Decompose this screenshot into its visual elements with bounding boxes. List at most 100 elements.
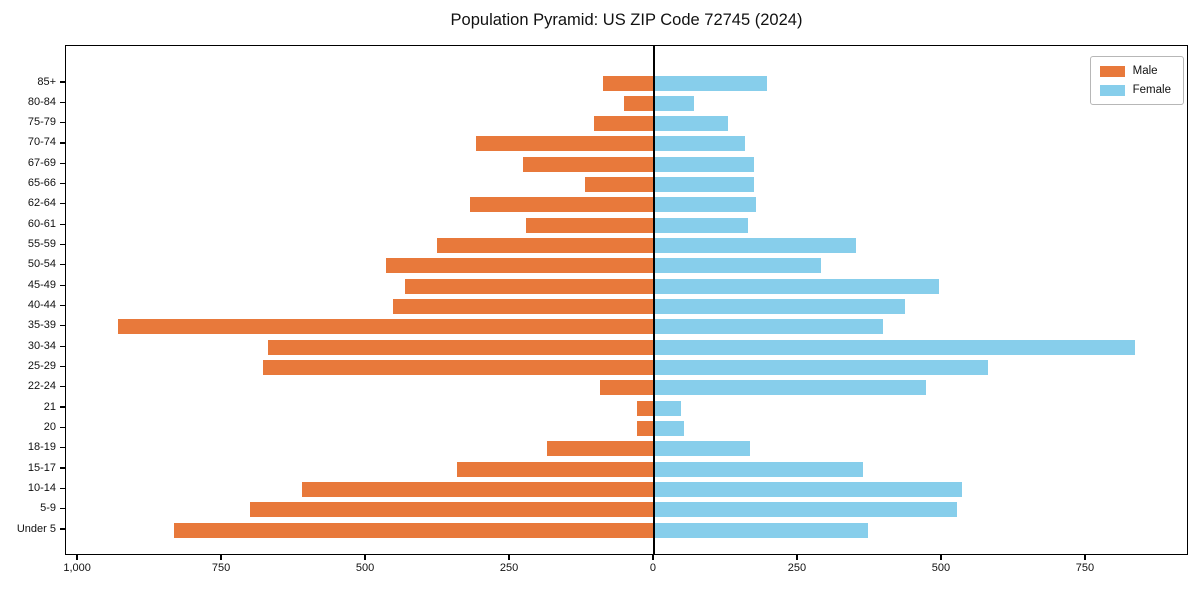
male-bar xyxy=(522,156,654,172)
female-bar xyxy=(653,217,748,233)
female-bar xyxy=(653,116,728,132)
y-tick-label: 15-17 xyxy=(27,461,56,474)
x-tick-label: 0 xyxy=(649,562,657,574)
male-bar xyxy=(393,299,654,314)
female-bar xyxy=(653,339,1136,355)
y-tick-label: 85+ xyxy=(37,75,56,88)
male-bar xyxy=(174,522,654,538)
y-tick xyxy=(60,345,65,347)
male-color-swatch xyxy=(1099,65,1125,77)
male-bar xyxy=(546,441,654,457)
x-tick-label: 500 xyxy=(355,562,375,574)
female-color-swatch xyxy=(1099,84,1125,96)
female-bar xyxy=(653,278,940,294)
y-tick-label: 10-14 xyxy=(27,481,56,494)
y-tick xyxy=(60,162,65,164)
female-bar xyxy=(653,441,751,457)
female-bar xyxy=(653,359,988,375)
female-bar xyxy=(653,197,756,213)
x-tick xyxy=(652,555,654,560)
y-tick-label: Under 5 xyxy=(16,522,56,535)
y-tick xyxy=(60,467,65,469)
male-bar xyxy=(268,339,654,355)
y-tick-label: 60-61 xyxy=(27,217,56,230)
y-tick-label: 25-29 xyxy=(27,359,56,372)
y-tick xyxy=(60,264,65,266)
zero-axis-line xyxy=(653,46,655,554)
female-bar xyxy=(653,156,755,172)
y-tick-label: 40-44 xyxy=(27,299,56,311)
male-bar xyxy=(250,502,654,518)
y-tick xyxy=(60,122,65,124)
female-bar xyxy=(653,238,857,254)
y-tick xyxy=(60,223,65,225)
legend-item-female: Female xyxy=(1099,84,1171,96)
x-tick xyxy=(364,555,366,560)
male-bar xyxy=(457,461,654,477)
male-bar xyxy=(636,400,654,416)
y-tick xyxy=(60,284,65,286)
male-bar xyxy=(302,481,654,497)
y-tick xyxy=(60,101,65,103)
male-bar xyxy=(436,238,654,254)
male-bar xyxy=(526,217,654,233)
y-tick-label: 45-49 xyxy=(27,278,56,291)
male-bar xyxy=(476,136,654,152)
y-tick-label: 18-19 xyxy=(27,441,56,454)
legend-item-male: Male xyxy=(1099,65,1171,77)
x-tick xyxy=(508,555,510,560)
female-bar xyxy=(653,461,864,477)
male-bar xyxy=(262,359,654,375)
x-tick-label: 250 xyxy=(787,562,807,574)
male-bar xyxy=(118,319,654,335)
y-tick xyxy=(60,447,65,449)
x-tick-label: 500 xyxy=(931,562,951,574)
y-tick xyxy=(60,182,65,185)
x-tick-label: 750 xyxy=(211,562,231,574)
female-bar xyxy=(653,380,926,396)
y-tick-label: 62-64 xyxy=(27,197,56,210)
female-bar xyxy=(653,177,755,193)
male-bar xyxy=(636,420,654,436)
plot-area: Male Female xyxy=(65,45,1188,555)
y-tick-label: 5-9 xyxy=(40,502,56,515)
male-bar xyxy=(405,278,654,294)
legend: Male Female xyxy=(1089,56,1184,105)
y-tick xyxy=(60,426,65,428)
male-bar xyxy=(470,197,654,213)
male-bar xyxy=(624,95,654,111)
y-tick xyxy=(60,203,65,205)
y-tick-label: 80-84 xyxy=(27,95,56,108)
x-tick xyxy=(220,555,222,560)
y-tick xyxy=(60,487,65,489)
y-tick xyxy=(60,365,65,368)
female-bar xyxy=(653,95,695,111)
male-bar xyxy=(603,75,654,91)
x-tick xyxy=(940,555,942,560)
y-tick xyxy=(60,528,65,530)
female-bar xyxy=(653,258,821,274)
y-tick-label: 35-39 xyxy=(27,319,56,332)
female-bar xyxy=(653,400,682,416)
y-tick-label: 30-34 xyxy=(27,339,56,352)
x-tick xyxy=(76,555,78,560)
x-tick-label: 750 xyxy=(1075,562,1095,574)
male-bar xyxy=(584,177,654,193)
female-bar xyxy=(653,420,684,436)
y-tick xyxy=(60,386,65,388)
chart-title: Population Pyramid: US ZIP Code 72745 (2… xyxy=(450,11,803,29)
legend-female-label: Female xyxy=(1132,84,1171,96)
male-bar xyxy=(599,380,654,396)
female-bar xyxy=(653,299,906,314)
y-tick-label: 22-24 xyxy=(27,380,56,393)
male-bar xyxy=(594,116,654,132)
x-tick xyxy=(796,555,798,560)
y-tick xyxy=(60,243,65,246)
female-bar xyxy=(653,319,884,335)
y-tick-label: 20 xyxy=(43,420,56,433)
y-tick xyxy=(60,325,65,327)
female-bar xyxy=(653,481,963,497)
female-bar xyxy=(653,502,957,518)
y-tick xyxy=(60,81,65,83)
